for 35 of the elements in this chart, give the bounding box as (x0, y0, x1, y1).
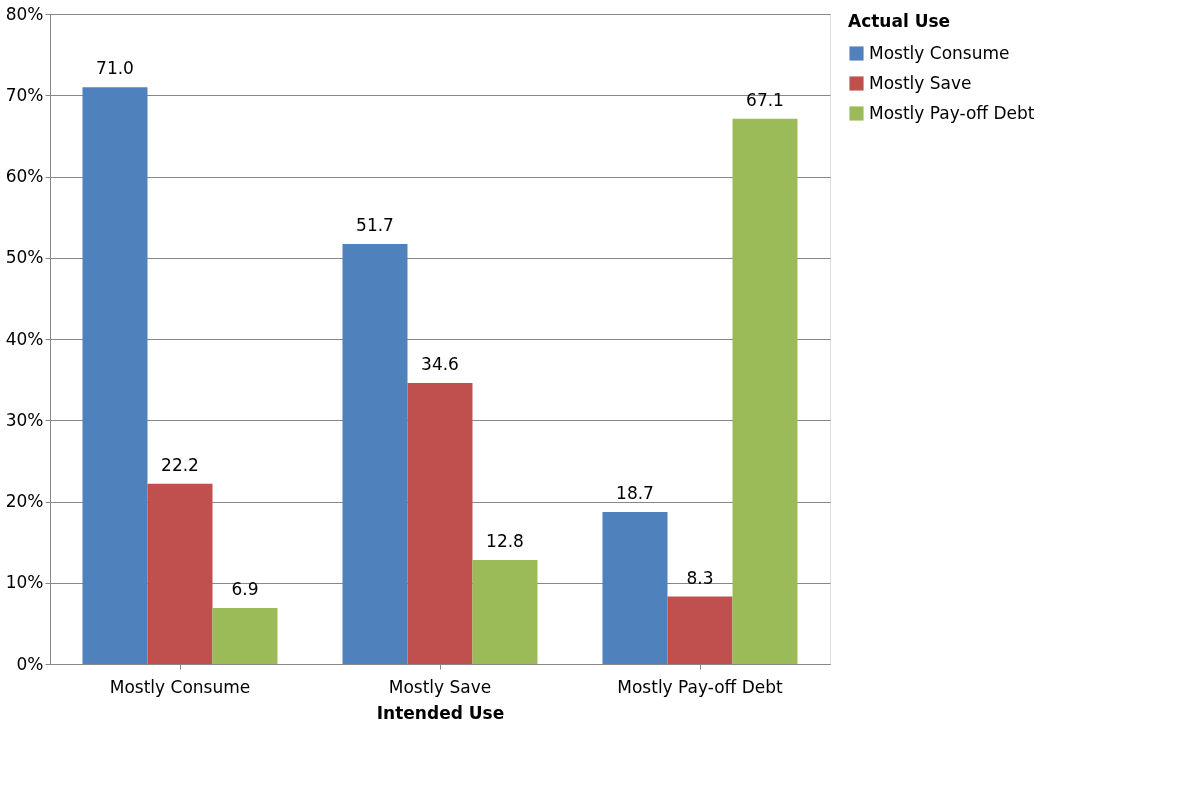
y-tick-label: 60% (5, 166, 44, 186)
x-tick-label: Mostly Consume (109, 676, 251, 697)
bar (342, 243, 408, 664)
data-label: 67.1 (746, 89, 784, 110)
data-label: 8.3 (686, 567, 714, 588)
data-label: 12.8 (486, 531, 524, 551)
bar (407, 382, 473, 664)
data-label: 34.6 (421, 353, 459, 374)
y-tick-label: 30% (5, 409, 44, 430)
data-label: 6.9 (231, 578, 259, 599)
y-tick-label: 80% (5, 3, 44, 24)
y-tick-label: 40% (5, 328, 44, 349)
legend-label: Mostly Pay-off Debt (869, 102, 1035, 123)
x-tick-label: Mostly Pay-off Debt (617, 676, 784, 697)
data-label: 22.2 (161, 454, 199, 475)
bar (732, 118, 798, 664)
data-label: 18.7 (616, 483, 654, 504)
y-tick-label: 0% (16, 653, 44, 674)
data-label: 71.0 (96, 58, 134, 79)
legend-label: Mostly Save (869, 72, 972, 93)
y-tick-label: 10% (5, 572, 44, 593)
bar (147, 483, 213, 664)
legend-label: Mostly Consume (869, 42, 1010, 63)
bar (82, 87, 148, 664)
y-tick-label: 20% (5, 491, 44, 511)
x-tick-label: Mostly Save (388, 676, 492, 697)
bar (472, 560, 538, 664)
bar (212, 607, 278, 664)
y-tick-label: 50% (5, 247, 44, 268)
x-axis-title: Intended Use (376, 702, 505, 723)
bar (602, 512, 668, 664)
data-label: 51.7 (356, 214, 394, 235)
y-tick-label: 70% (5, 84, 44, 105)
bar (667, 596, 733, 664)
legend-title: Actual Use (848, 11, 951, 31)
